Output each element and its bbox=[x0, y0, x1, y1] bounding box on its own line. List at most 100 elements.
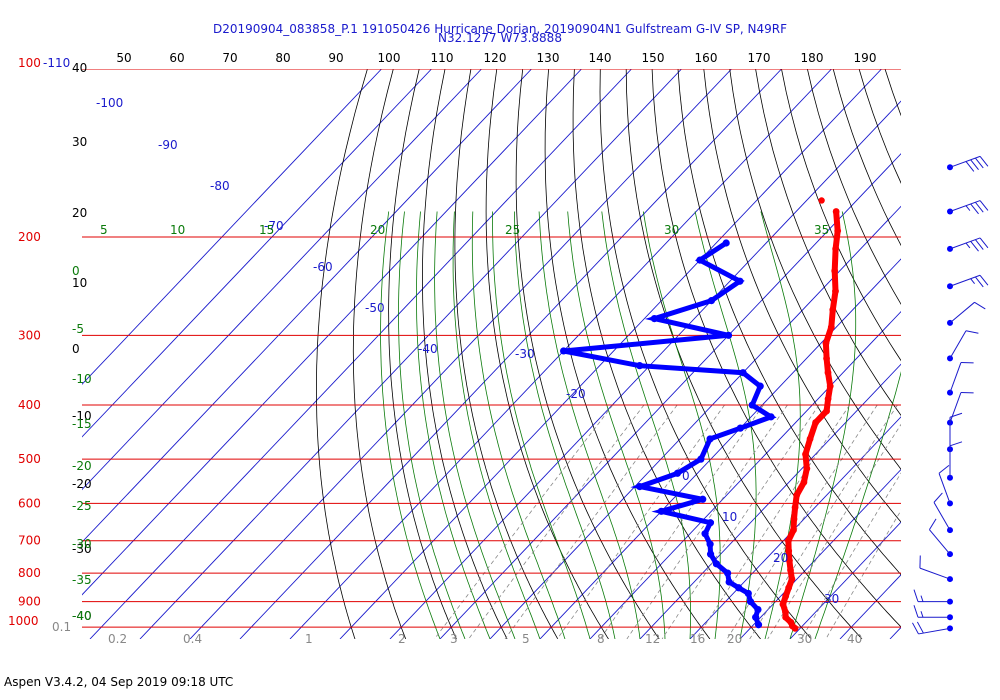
temperature-point bbox=[785, 584, 793, 592]
isotherm-top-label: 120 bbox=[484, 51, 507, 65]
theta-e-label: 35 bbox=[814, 223, 829, 237]
dry-adiabat-line bbox=[755, 69, 901, 417]
temperature-point bbox=[812, 419, 819, 426]
wind-barb-staff bbox=[949, 155, 981, 168]
left-temperature-label: 0 bbox=[72, 342, 80, 356]
dry-adiabat-line bbox=[677, 69, 901, 576]
temperature-point bbox=[790, 526, 797, 534]
isotherm-top-label: 110 bbox=[431, 51, 454, 65]
isotherm-top-label: 100 bbox=[378, 51, 401, 65]
isotherm-line bbox=[189, 69, 732, 639]
wind-barb bbox=[929, 518, 953, 558]
pressure-label: 900 bbox=[18, 595, 41, 609]
temperature-point bbox=[832, 208, 840, 215]
wind-barb-flag bbox=[913, 605, 919, 618]
isotherm-line bbox=[839, 574, 901, 639]
wind-barb bbox=[933, 492, 953, 534]
mixing-ratio-label: 8 bbox=[597, 632, 605, 646]
theta-label: -80 bbox=[210, 179, 230, 193]
wind-barb-flag bbox=[965, 161, 975, 172]
wind-barb-staff bbox=[949, 200, 981, 212]
mixing-ratio-label: 20 bbox=[727, 632, 742, 646]
temperature-point bbox=[806, 435, 814, 443]
wind-barb bbox=[947, 412, 963, 453]
left-temperature-label: 10 bbox=[72, 276, 87, 290]
isotherm-line bbox=[82, 69, 582, 596]
wind-barb-flag bbox=[970, 241, 979, 252]
mixing-ratio-label: 30 bbox=[797, 632, 812, 646]
wind-barb-half-flag bbox=[970, 278, 975, 284]
left-temperature-label: -40 bbox=[72, 609, 92, 623]
mixing-ratio-line bbox=[468, 404, 645, 639]
temperature-point bbox=[832, 245, 840, 253]
dry-adiabat-line bbox=[807, 69, 901, 305]
temperature-point bbox=[793, 491, 801, 499]
isotherm-top-label: 90 bbox=[328, 51, 343, 65]
mixing-ratio-line bbox=[434, 404, 614, 639]
footer-version: Aspen V3.4.2, 04 Sep 2019 09:18 UTC bbox=[4, 675, 233, 689]
isotherm-line bbox=[789, 521, 901, 639]
moist-adiabat-line bbox=[452, 211, 541, 639]
theta-label: -50 bbox=[365, 301, 385, 315]
temperature-point bbox=[827, 323, 835, 331]
moist-adiabat-line bbox=[538, 211, 641, 639]
dry-adiabat-line bbox=[832, 69, 901, 247]
wind-barb-staff bbox=[919, 567, 951, 580]
theta-e-label: 5 bbox=[100, 223, 108, 237]
dry-adiabat-line bbox=[884, 69, 901, 117]
temperature-point bbox=[826, 382, 834, 390]
wind-barb bbox=[947, 330, 979, 362]
isotherm-line bbox=[739, 468, 901, 639]
mixing-ratio-line bbox=[599, 404, 764, 639]
isotherm-top-label: 170 bbox=[748, 51, 771, 65]
wind-barb-flag bbox=[933, 492, 943, 503]
dry-adiabat-line bbox=[729, 69, 901, 470]
wind-barb bbox=[919, 555, 953, 583]
isotherm-line bbox=[289, 69, 832, 639]
dry-adiabat-line bbox=[651, 69, 901, 628]
wind-barb-flag bbox=[938, 465, 950, 474]
mixing-ratio-label: 16 bbox=[690, 632, 705, 646]
wind-barb bbox=[947, 274, 989, 290]
mixing-ratio-label: 0.2 bbox=[108, 632, 127, 646]
wind-barb bbox=[938, 465, 953, 507]
moist-adiabat-line bbox=[492, 211, 591, 639]
temperature-line bbox=[779, 211, 841, 631]
dry-adiabat-line bbox=[989, 69, 1000, 639]
pressure-label: 200 bbox=[18, 230, 41, 244]
isotherm-line bbox=[82, 69, 482, 491]
theta-label: -20 bbox=[566, 387, 586, 401]
wind-barb-staff bbox=[929, 529, 951, 555]
wind-barb-half-flag bbox=[965, 242, 971, 249]
chart-title-line1: D20190904_083858_P.1 191050426 Hurricane… bbox=[213, 22, 787, 36]
chart-title-line2: N32.1277 W73.8888 bbox=[438, 31, 562, 45]
isotherm-top-label: 80 bbox=[275, 51, 290, 65]
wind-barb-column bbox=[912, 155, 989, 635]
pressure-label: 300 bbox=[18, 328, 41, 342]
left-moist-label: -15 bbox=[72, 417, 92, 431]
moist-adiabat-line bbox=[434, 211, 516, 639]
mixing-ratio-line bbox=[749, 404, 898, 639]
dry-adiabat-line bbox=[388, 69, 457, 639]
mixing-ratio-line bbox=[726, 404, 878, 639]
theta-e-label: 20 bbox=[370, 223, 385, 237]
dry-adiabat-line bbox=[599, 69, 812, 639]
pressure-label: 1000 bbox=[8, 614, 39, 628]
temperature-point bbox=[800, 478, 808, 486]
dry-adiabat-line bbox=[937, 69, 1000, 639]
wind-barb-flag bbox=[979, 156, 989, 167]
wind-barb-flag bbox=[974, 239, 984, 250]
theta-e-label: 15 bbox=[259, 223, 274, 237]
temperature-point bbox=[791, 503, 799, 511]
theta-label: 0 bbox=[682, 469, 690, 483]
isotherm-line bbox=[82, 69, 432, 438]
wind-barb-staff bbox=[949, 392, 962, 423]
left-temperature-label: 40 bbox=[72, 61, 87, 75]
moist-adiabat-line bbox=[760, 211, 801, 639]
left-temperature-label: -30 bbox=[72, 542, 92, 556]
isotherm-top-label: 60 bbox=[169, 51, 184, 65]
wind-barb bbox=[947, 441, 963, 481]
temperature-point bbox=[790, 515, 798, 523]
isotherm-line bbox=[639, 363, 901, 639]
